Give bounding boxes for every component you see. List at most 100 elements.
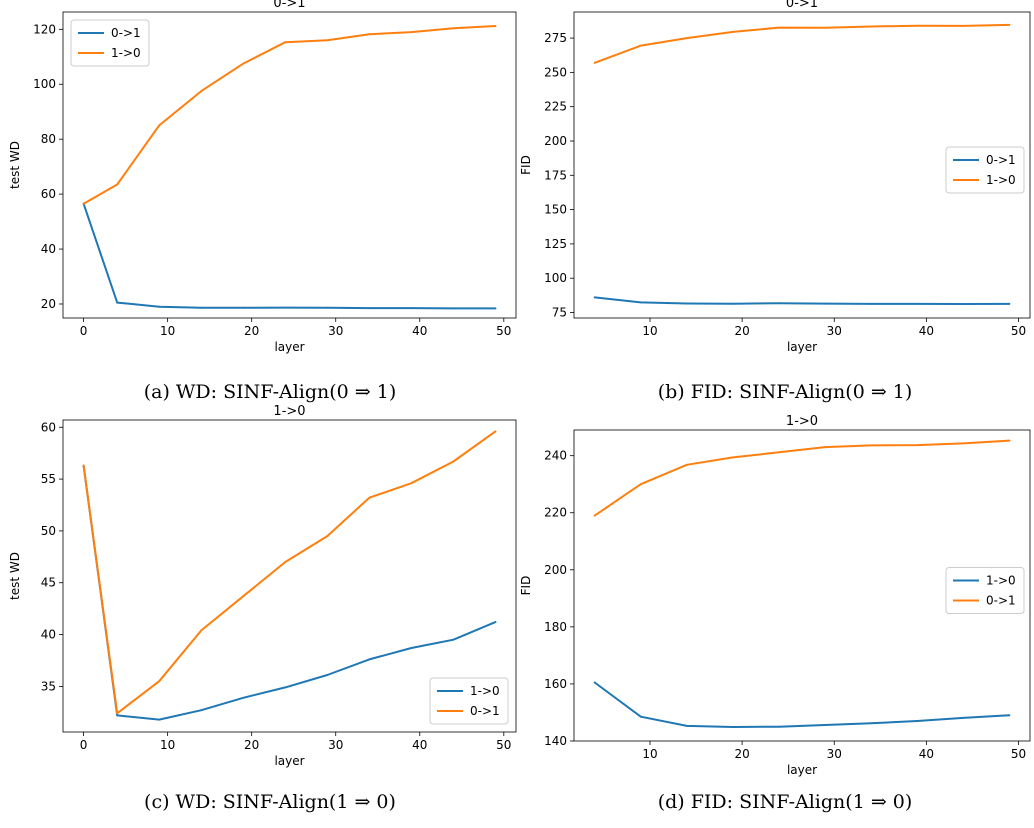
y-tick-label: 120	[33, 22, 56, 36]
data-point	[1008, 303, 1011, 305]
x-tick-label: 50	[496, 324, 511, 338]
data-point	[732, 726, 734, 728]
data-point	[368, 658, 371, 661]
y-tick-label: 50	[41, 524, 56, 538]
plot-frame	[573, 11, 1031, 319]
data-point	[158, 718, 161, 721]
data-point	[82, 202, 85, 205]
data-point	[962, 442, 965, 445]
x-axis-label: layer	[787, 340, 817, 354]
data-point	[639, 301, 642, 304]
data-point	[778, 302, 780, 305]
caption-b: (b) FID: SINF-Align(0 ⇒ 1)	[657, 381, 913, 403]
legend: 0->1 1->0	[945, 146, 1025, 194]
x-tick-label: 0	[80, 324, 88, 338]
data-point	[685, 302, 688, 305]
data-point	[326, 39, 329, 42]
y-tick-label: 55	[41, 472, 56, 486]
chart-title: 1->0	[273, 404, 305, 419]
legend-box	[429, 677, 509, 725]
series-line-orange	[593, 439, 1011, 517]
y-tick-label: 175	[544, 168, 567, 182]
data-point	[410, 482, 413, 485]
data-point	[732, 456, 734, 459]
data-point	[593, 514, 596, 517]
x-tick-label: 40	[412, 324, 427, 338]
legend: 0->1 1->0	[70, 19, 150, 67]
legend: 1->0 0->1	[429, 677, 509, 725]
data-point	[494, 307, 497, 310]
data-point	[962, 25, 965, 27]
data-point	[639, 483, 642, 486]
y-tick-label: 60	[41, 187, 56, 201]
x-tick-label: 10	[160, 738, 175, 752]
data-point	[778, 725, 780, 728]
data-point	[452, 27, 455, 30]
data-point	[326, 535, 329, 537]
y-axis-label: FID	[519, 155, 533, 175]
data-point	[116, 183, 119, 186]
x-tick-label: 50	[1011, 324, 1026, 338]
caption-d: (d) FID: SINF-Align(1 ⇒ 0)	[657, 791, 913, 813]
data-point	[284, 686, 287, 689]
plot-frame	[573, 429, 1031, 742]
chart-panel-c: 1->0 0 10 20 30 40 50 35 40 45 50 55 60 layer test WD 1…	[8, 404, 517, 768]
caption-c: (c) WD: SINF-Align(1 ⇒ 0)	[144, 791, 396, 813]
data-point	[494, 430, 497, 433]
x-tick-label: 20	[734, 324, 749, 338]
data-point	[916, 303, 919, 305]
data-point	[326, 306, 329, 309]
x-tick-label: 50	[496, 738, 511, 752]
data-point	[368, 496, 371, 499]
data-point	[732, 31, 734, 33]
y-tick-label: 40	[41, 628, 56, 642]
y-tick-label: 125	[544, 237, 567, 251]
data-point	[82, 464, 85, 467]
legend: 1->0 0->1	[945, 567, 1025, 614]
data-point	[284, 306, 287, 309]
data-point	[870, 25, 872, 28]
x-tick-label: 40	[412, 738, 427, 752]
data-point	[593, 61, 596, 64]
x-axis-label: layer	[787, 763, 817, 777]
data-point	[410, 647, 413, 649]
data-point	[158, 680, 161, 683]
series-line-blue	[593, 681, 1011, 728]
data-point	[778, 26, 780, 29]
chart-title: 1->0	[786, 414, 818, 429]
data-point	[685, 725, 688, 727]
y-tick-label: 140	[544, 734, 567, 748]
data-point	[158, 305, 161, 308]
legend-box	[945, 146, 1025, 194]
legend-label: 1->0	[986, 173, 1016, 187]
data-point	[962, 303, 965, 305]
legend-label: 0->1	[111, 26, 141, 40]
x-tick-label: 40	[919, 747, 934, 761]
y-tick-label: 240	[544, 449, 567, 463]
data-point	[452, 638, 455, 641]
x-tick-label: 10	[642, 324, 657, 338]
data-point	[410, 31, 413, 33]
data-point	[916, 24, 919, 27]
data-point	[824, 26, 826, 29]
series-line-blue	[593, 296, 1011, 305]
data-point	[368, 307, 371, 309]
y-axis-label: test WD	[8, 552, 22, 600]
y-tick-label: 275	[544, 31, 567, 45]
chart-title: 0->1	[786, 0, 818, 11]
data-point	[870, 303, 872, 305]
y-tick-label: 180	[544, 620, 567, 634]
x-tick-label: 30	[827, 747, 842, 761]
data-point	[824, 724, 826, 726]
data-point	[116, 301, 119, 304]
data-point	[116, 714, 119, 717]
y-tick-label: 100	[544, 271, 567, 285]
data-point	[452, 307, 455, 310]
data-point	[1008, 24, 1011, 26]
data-point	[593, 296, 596, 299]
y-tick-label: 250	[544, 65, 567, 79]
x-tick-label: 20	[244, 738, 259, 752]
x-axis-label: layer	[274, 754, 304, 768]
legend-box	[70, 19, 150, 67]
chart-title: 0->1	[273, 0, 305, 11]
